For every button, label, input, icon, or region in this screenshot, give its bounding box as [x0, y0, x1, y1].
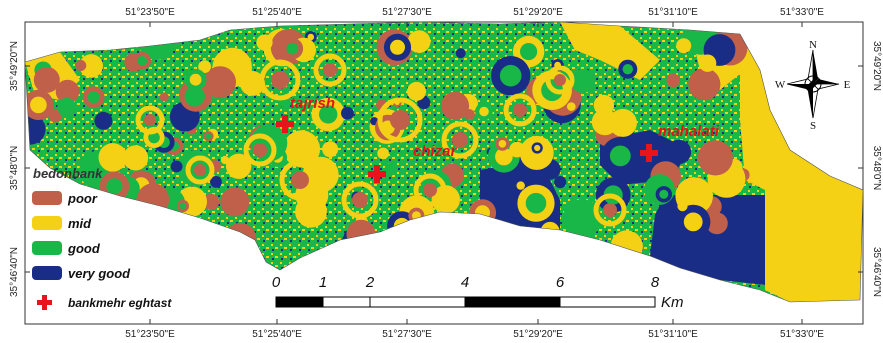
compass-w: W	[775, 79, 786, 91]
legend-item-mid: mid	[32, 216, 92, 231]
coord-bottom-4: 51°29'20"E	[513, 329, 563, 340]
legend: bedonbank poor mid good very good bankme…	[32, 166, 172, 310]
svg-text:poor: poor	[67, 191, 98, 206]
scale-tick-1: 1	[319, 274, 327, 291]
svg-text:good: good	[67, 241, 101, 256]
place-tajrish: tajrish	[276, 95, 335, 133]
legend-swatch	[32, 266, 62, 280]
place-chizar: chizar	[368, 143, 458, 183]
coord-bottom-5: 51°31'10"E	[648, 329, 698, 340]
bank-marker-icon	[640, 144, 658, 162]
compass-n: N	[809, 39, 817, 51]
legend-swatch	[32, 216, 62, 230]
coord-right-1: 35°49'20"N	[871, 41, 882, 91]
bank-marker-icon	[368, 165, 386, 183]
bank-marker-icon	[276, 115, 294, 133]
legend-item-very-good: very good	[32, 266, 131, 281]
svg-text:bankmehr eghtast: bankmehr eghtast	[68, 296, 172, 310]
coord-top-6: 51°33'0"E	[780, 7, 824, 18]
scale-tick-2: 2	[365, 274, 375, 291]
svg-text:mahalati: mahalati	[658, 123, 720, 140]
coord-right-2: 35°48'0"N	[871, 146, 882, 191]
legend-title: bedonbank	[33, 166, 103, 181]
coord-top-3: 51°27'30"E	[382, 7, 432, 18]
graticule-ticks	[25, 22, 863, 324]
scale-tick-8: 8	[651, 274, 660, 291]
coord-right-3: 35°46'40"N	[871, 247, 882, 297]
coord-top-5: 51°31'10"E	[648, 7, 698, 18]
coord-left-1: 35°49'20"N	[9, 41, 20, 91]
coord-top-1: 51°23'50"E	[125, 7, 175, 18]
scale-unit: Km	[661, 294, 684, 311]
coord-left-2: 35°48'0"N	[9, 146, 20, 191]
svg-text:tajrish: tajrish	[290, 95, 335, 112]
coord-bottom-6: 51°33'0"E	[780, 329, 824, 340]
legend-swatch	[32, 241, 62, 255]
coord-top-2: 51°25'40"E	[252, 7, 302, 18]
scale-tick-0: 0	[272, 274, 281, 291]
coord-bottom-3: 51°27'30"E	[382, 329, 432, 340]
compass-s: S	[810, 120, 816, 132]
north-arrow-icon: N S W E	[775, 39, 851, 132]
scale-tick-6: 6	[556, 274, 565, 291]
scale-tick-4: 4	[461, 274, 469, 291]
coord-top-4: 51°29'20"E	[513, 7, 563, 18]
legend-item-good: good	[32, 241, 101, 256]
compass-e: E	[844, 79, 851, 91]
coord-bottom-2: 51°25'40"E	[252, 329, 302, 340]
coord-bottom-1: 51°23'50"E	[125, 329, 175, 340]
scale-bar: 0 1 2 4 6 8 Km	[272, 274, 684, 311]
place-mahalati: mahalati	[640, 123, 720, 162]
legend-item-poor: poor	[32, 191, 98, 206]
svg-text:very good: very good	[68, 266, 131, 281]
coord-left-3: 35°46'40"N	[9, 247, 20, 297]
svg-text:chizar: chizar	[413, 143, 458, 160]
legend-swatch	[32, 191, 62, 205]
bank-marker-icon	[37, 295, 52, 310]
svg-text:mid: mid	[68, 216, 92, 231]
legend-item-bank: bankmehr eghtast	[37, 295, 172, 310]
